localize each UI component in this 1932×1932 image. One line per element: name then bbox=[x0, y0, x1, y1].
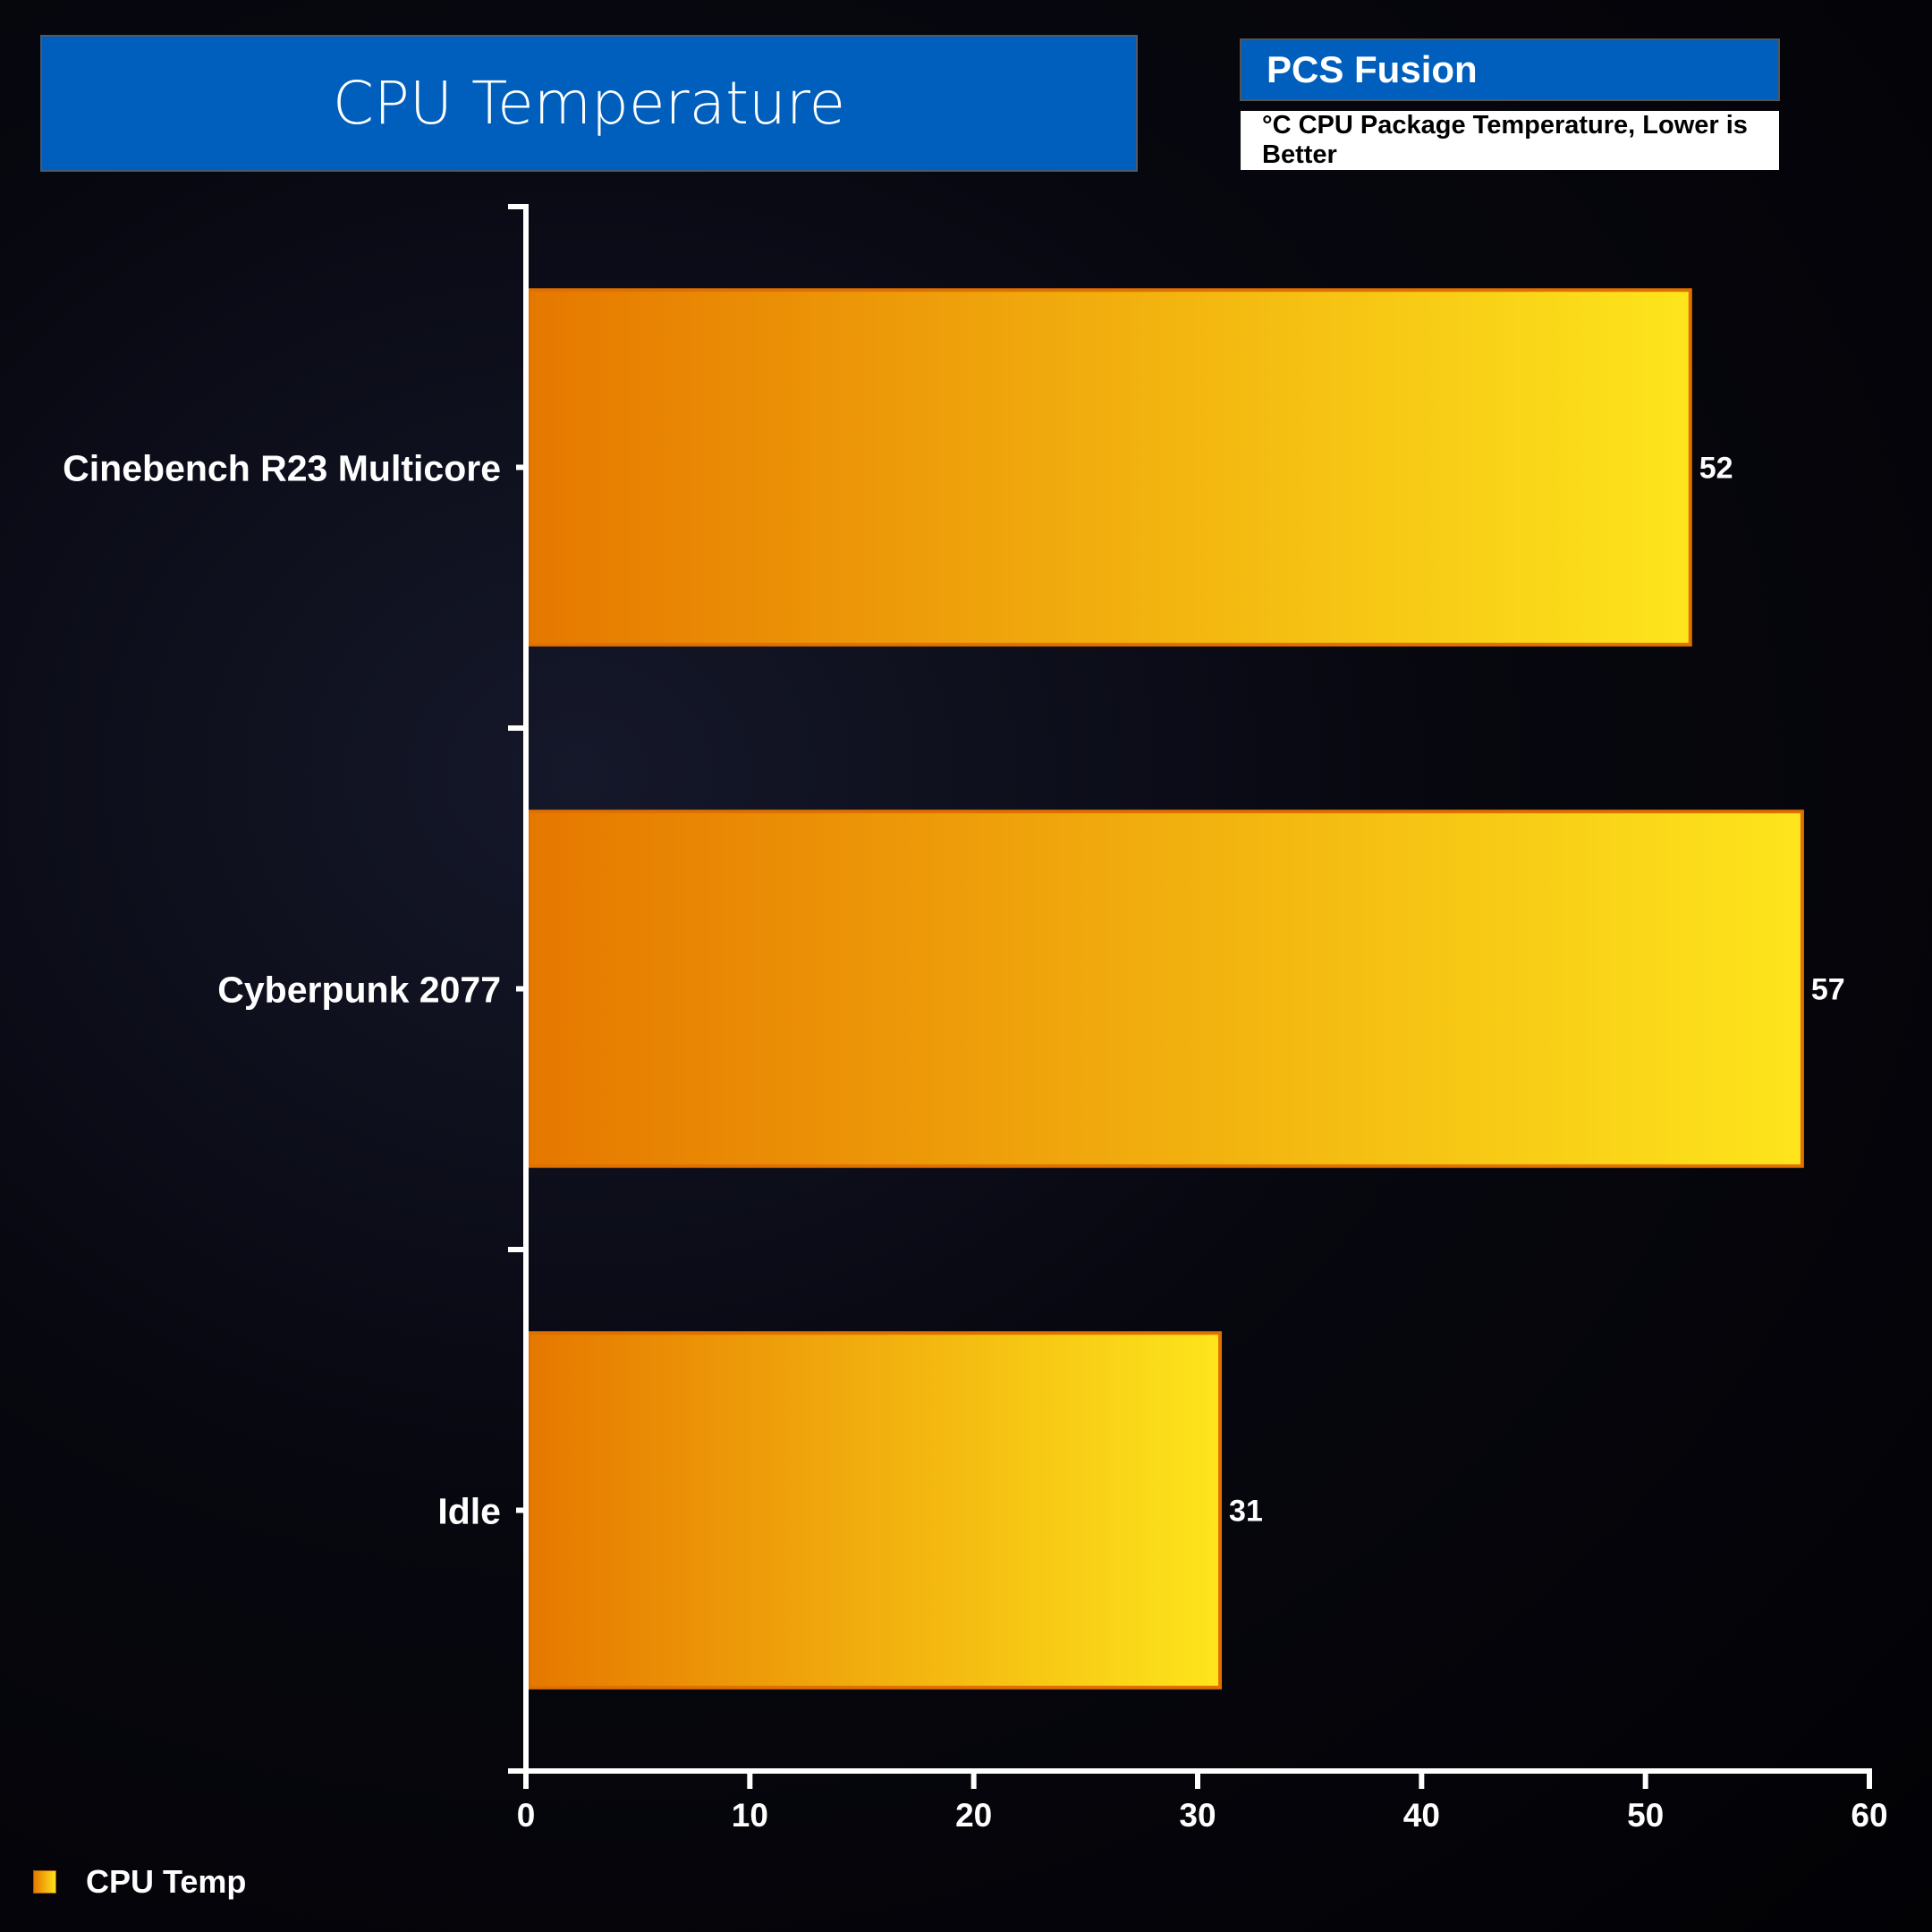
bar bbox=[527, 288, 1692, 647]
category-label: Cinebench R23 Multicore bbox=[63, 448, 501, 489]
category-label: Cyberpunk 2077 bbox=[217, 970, 501, 1011]
legend-label: CPU Temp bbox=[86, 1863, 247, 1900]
legend: CPU Temp bbox=[33, 1863, 246, 1901]
system-name: PCS Fusion bbox=[1240, 38, 1780, 101]
category-label: Idle bbox=[437, 1491, 501, 1532]
data-label: 52 bbox=[1699, 452, 1733, 486]
data-label: 31 bbox=[1229, 1495, 1263, 1529]
x-tick-label: 0 bbox=[517, 1797, 536, 1834]
bar bbox=[527, 809, 1804, 1168]
legend-swatch bbox=[33, 1870, 56, 1894]
x-tick-label: 60 bbox=[1851, 1797, 1887, 1834]
x-tick-label: 10 bbox=[732, 1797, 768, 1834]
chart-title: CPU Temperature bbox=[40, 35, 1138, 172]
bar bbox=[527, 1331, 1223, 1690]
x-tick-label: 50 bbox=[1627, 1797, 1664, 1834]
x-tick-label: 30 bbox=[1179, 1797, 1216, 1834]
x-tick-label: 20 bbox=[955, 1797, 992, 1834]
data-label: 57 bbox=[1811, 973, 1845, 1007]
x-tick-label: 40 bbox=[1403, 1797, 1440, 1834]
chart-description: °C CPU Package Temperature, Lower is Bet… bbox=[1241, 111, 1779, 170]
